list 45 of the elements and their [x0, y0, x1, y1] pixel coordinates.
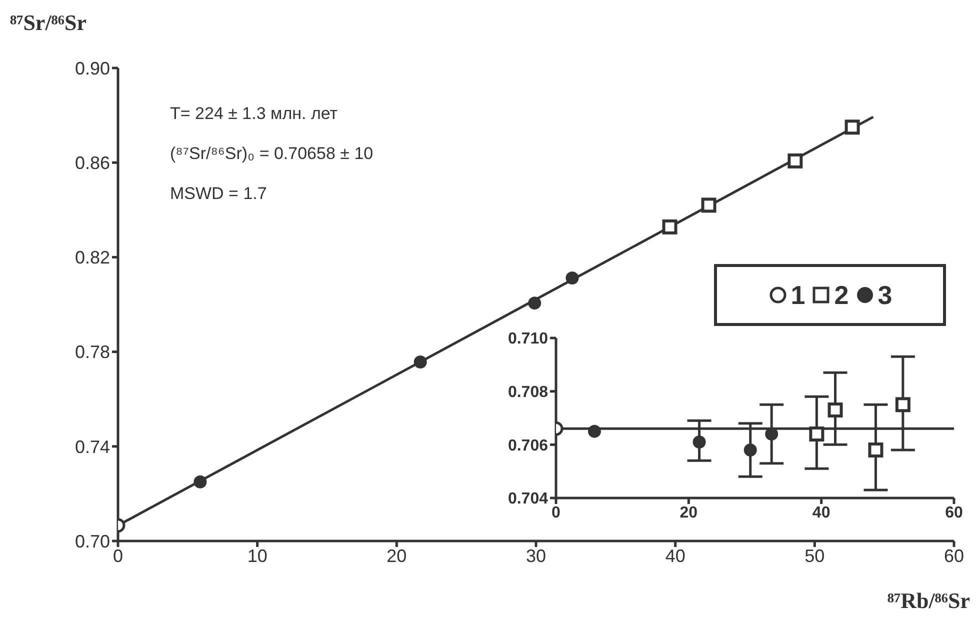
point [701, 198, 716, 213]
point [528, 296, 542, 310]
point [809, 426, 824, 442]
x-tick-label: 40 [665, 546, 686, 566]
y-tick-label: 0.710 [508, 330, 548, 348]
point [588, 424, 601, 438]
y-tick-label: 0.704 [508, 490, 548, 508]
x-tick-label: 10 [247, 546, 268, 566]
y-tick-label: 0.90 [74, 58, 110, 78]
y-tick-label: 0.706 [508, 437, 548, 454]
point [744, 444, 757, 456]
y-tick-label: 0.70 [74, 531, 110, 552]
y-tick-label: 0.708 [508, 384, 548, 402]
legend-label: 2 [834, 280, 849, 310]
x-tick-label: 0 [552, 504, 561, 522]
x-tick-label: 40 [812, 504, 830, 522]
y-tick-label: 0.78 [74, 342, 110, 362]
y-tick-label: 0.74 [74, 436, 110, 457]
point [692, 436, 706, 448]
y-tick-label: 0.86 [74, 152, 110, 173]
x-tick-label: 20 [386, 546, 407, 566]
point [566, 272, 579, 285]
point [895, 397, 910, 412]
point [414, 355, 427, 368]
point [868, 442, 884, 458]
annotation: T= 224 ± 1.3 млн. лет [170, 104, 338, 124]
x-tick-label: 30 [526, 546, 546, 566]
point [765, 428, 778, 440]
x-tick-label: 20 [680, 504, 698, 522]
point [844, 120, 860, 135]
point [194, 475, 207, 488]
point [828, 402, 843, 418]
annotation: MSWD = 1.7 [170, 184, 267, 204]
annotation: (⁸⁷Sr/⁸⁶Sr)₀ = 0.70658 ± 10 [170, 144, 374, 164]
point [788, 153, 803, 168]
x-axis-title: ⁸⁷Rb/⁸⁶Sr [887, 588, 970, 614]
x-tick-label: 0 [112, 546, 124, 566]
legend-label: 3 [878, 280, 892, 310]
x-tick-label: 60 [944, 546, 964, 566]
legend-label: 1 [790, 280, 806, 310]
x-tick-label: 50 [804, 546, 825, 566]
y-axis-title: ⁸⁷Sr/⁸⁶Sr [10, 10, 86, 36]
point [662, 219, 678, 234]
y-tick-label: 0.82 [74, 248, 110, 268]
x-tick-label: 60 [945, 504, 963, 522]
